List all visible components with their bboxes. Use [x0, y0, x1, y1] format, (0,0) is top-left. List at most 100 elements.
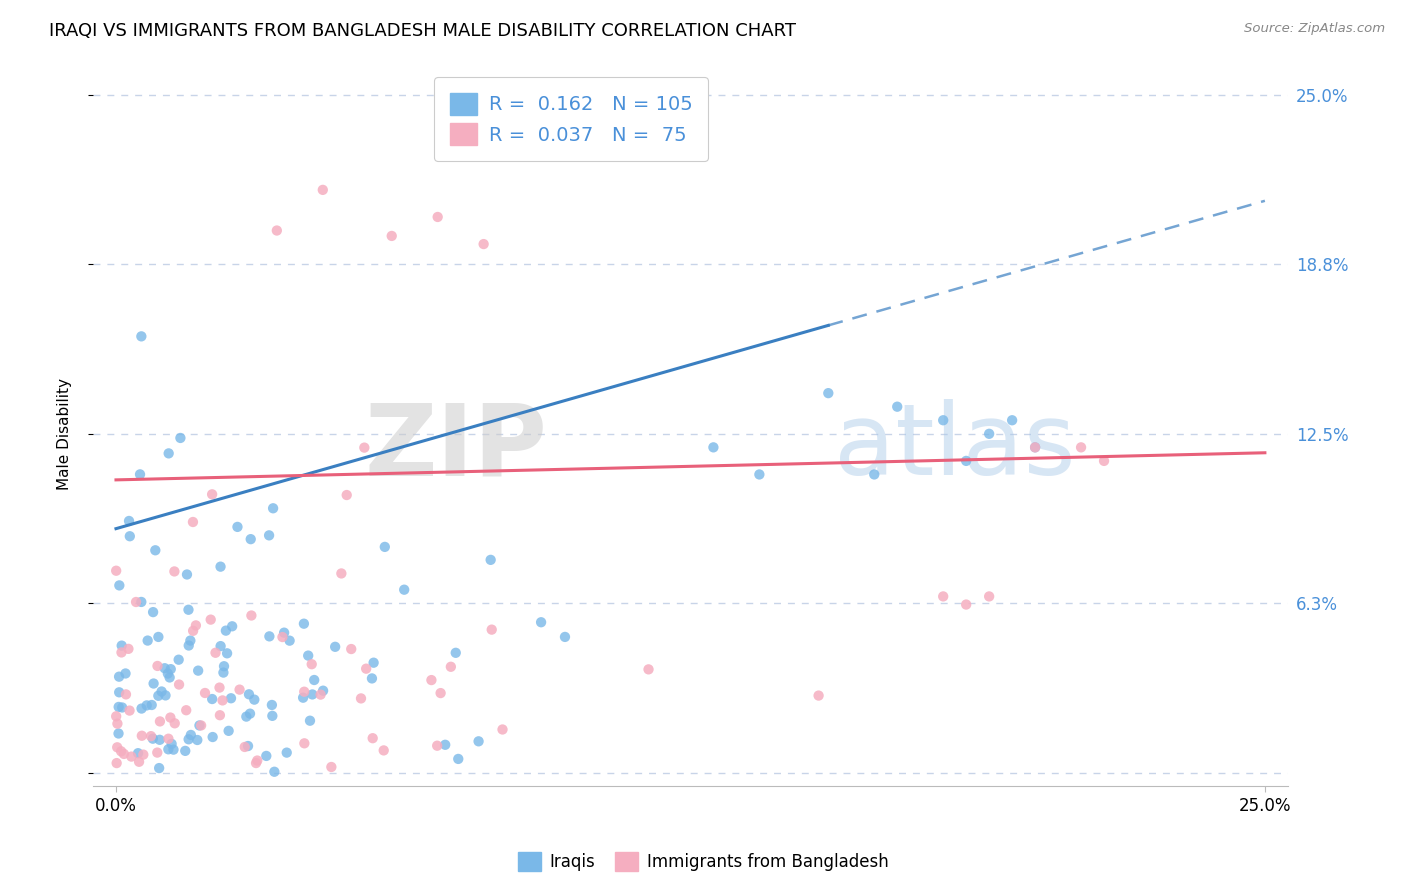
- Point: [157, 731, 180, 746]
- Point: [157, 446, 180, 460]
- Point: [146, 659, 169, 673]
- Point: [637, 662, 659, 676]
- Point: [932, 413, 955, 427]
- Point: [361, 672, 384, 686]
- Point: [955, 454, 977, 468]
- Point: [361, 731, 384, 746]
- Point: [120, 749, 142, 764]
- Point: [131, 701, 153, 715]
- Point: [392, 582, 415, 597]
- Point: [105, 709, 128, 723]
- Point: [174, 744, 197, 758]
- Point: [374, 540, 396, 554]
- Text: ZIP: ZIP: [364, 400, 547, 496]
- Point: [807, 689, 830, 703]
- Point: [381, 229, 404, 244]
- Point: [491, 723, 513, 737]
- Point: [149, 714, 172, 729]
- Point: [108, 578, 131, 592]
- Point: [292, 736, 315, 750]
- Point: [112, 747, 135, 761]
- Point: [117, 641, 139, 656]
- Point: [530, 615, 553, 630]
- Point: [163, 716, 186, 731]
- Point: [149, 732, 172, 747]
- Point: [257, 528, 280, 542]
- Point: [1092, 454, 1115, 468]
- Point: [184, 618, 207, 632]
- Point: [155, 689, 177, 703]
- Point: [107, 726, 129, 740]
- Point: [263, 764, 285, 779]
- Point: [240, 608, 263, 623]
- Text: atlas: atlas: [834, 400, 1076, 496]
- Point: [226, 520, 249, 534]
- Point: [447, 752, 470, 766]
- Point: [219, 691, 242, 706]
- Point: [479, 553, 502, 567]
- Point: [204, 646, 226, 660]
- Point: [211, 693, 233, 707]
- Point: [350, 691, 373, 706]
- Point: [239, 532, 262, 546]
- Point: [212, 659, 235, 673]
- Point: [426, 739, 449, 753]
- Point: [181, 515, 204, 529]
- Point: [118, 704, 141, 718]
- Point: [312, 683, 335, 698]
- Point: [136, 633, 159, 648]
- Point: [817, 386, 839, 401]
- Point: [139, 729, 162, 743]
- Point: [278, 633, 301, 648]
- Point: [115, 687, 138, 701]
- Point: [271, 630, 294, 644]
- Point: [162, 742, 184, 756]
- Legend: R =  0.162   N = 105, R =  0.037   N =  75: R = 0.162 N = 105, R = 0.037 N = 75: [434, 77, 707, 161]
- Point: [420, 673, 443, 687]
- Point: [131, 329, 153, 343]
- Point: [142, 605, 165, 619]
- Point: [233, 739, 256, 754]
- Point: [262, 501, 284, 516]
- Point: [340, 642, 363, 657]
- Point: [141, 698, 163, 712]
- Point: [353, 441, 375, 455]
- Point: [208, 708, 231, 723]
- Point: [111, 700, 134, 714]
- Point: [153, 661, 176, 675]
- Point: [321, 760, 343, 774]
- Point: [262, 709, 284, 723]
- Point: [180, 728, 202, 742]
- Point: [148, 689, 170, 703]
- Point: [105, 740, 128, 755]
- Point: [301, 688, 323, 702]
- Point: [440, 660, 463, 674]
- Point: [863, 467, 886, 482]
- Point: [125, 595, 148, 609]
- Point: [1024, 441, 1046, 455]
- Point: [979, 590, 1001, 604]
- Point: [228, 682, 250, 697]
- Point: [200, 613, 222, 627]
- Point: [217, 646, 239, 660]
- Point: [111, 639, 134, 653]
- Point: [221, 619, 243, 633]
- Point: [467, 734, 489, 748]
- Point: [131, 595, 153, 609]
- Point: [177, 732, 200, 747]
- Point: [209, 639, 232, 653]
- Point: [107, 700, 129, 714]
- Point: [554, 630, 576, 644]
- Point: [201, 487, 224, 501]
- Point: [323, 640, 346, 654]
- Point: [212, 665, 235, 680]
- Point: [190, 718, 212, 732]
- Point: [169, 431, 191, 445]
- Point: [177, 639, 200, 653]
- Y-axis label: Male Disability: Male Disability: [58, 378, 72, 490]
- Point: [276, 746, 298, 760]
- Point: [177, 603, 200, 617]
- Point: [108, 670, 131, 684]
- Point: [301, 657, 323, 672]
- Point: [292, 684, 315, 698]
